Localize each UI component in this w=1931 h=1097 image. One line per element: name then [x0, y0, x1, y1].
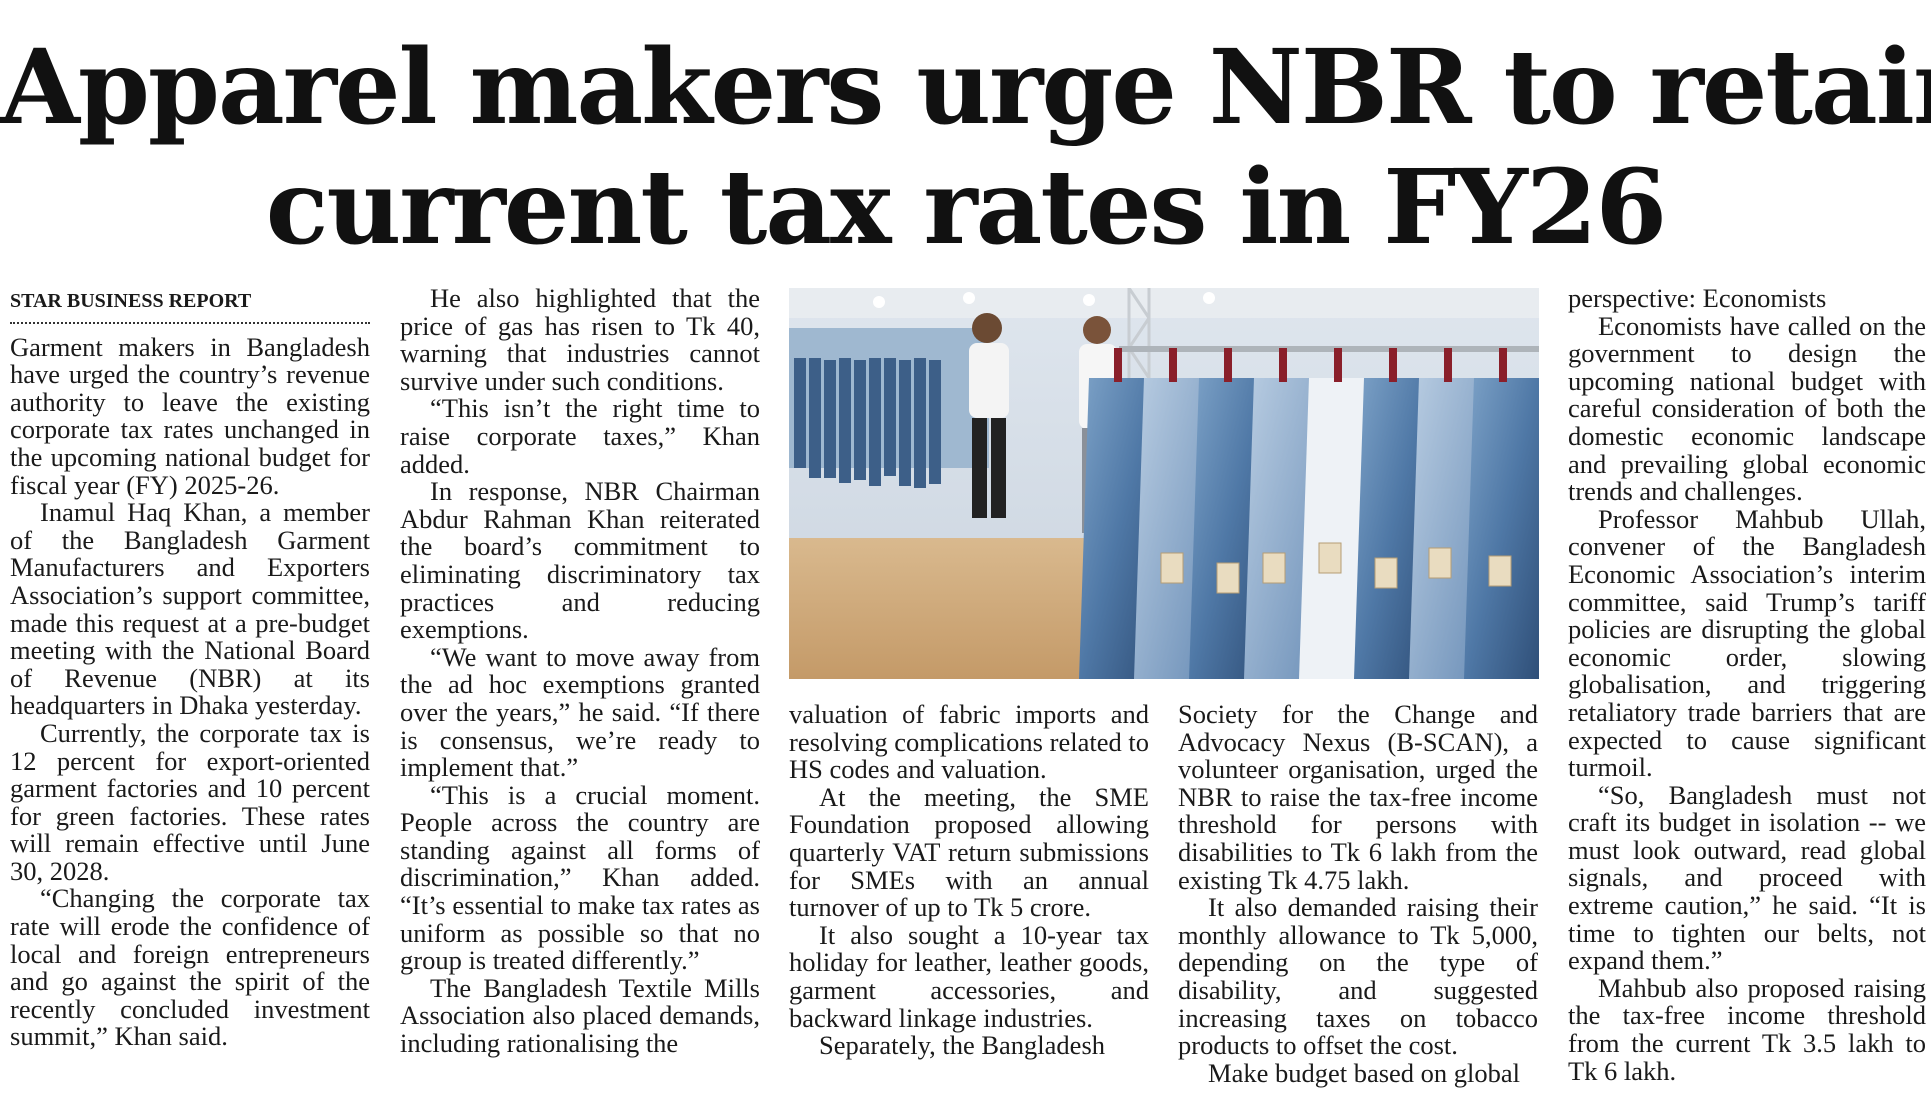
paragraph: “This isn’t the right time to raise corp… — [400, 393, 760, 479]
paragraph: Society for the Change and Advocacy Nexu… — [1178, 699, 1538, 895]
paragraph: At the meeting, the SME Foundation propo… — [789, 781, 1149, 923]
paragraph: valuation of fabric imports and resolvin… — [789, 699, 1149, 785]
paragraph: Mahbub also proposed raising the tax-fre… — [1568, 972, 1926, 1086]
article-column-5: perspective: Economists Economists have … — [1568, 283, 1926, 1086]
paragraph: “So, Bangladesh must not craft its budge… — [1568, 779, 1926, 976]
paragraph: Inamul Haq Khan, a member of the Banglad… — [10, 497, 370, 721]
person-1 — [969, 313, 1009, 518]
subhead-continued: perspective: Economists — [1568, 283, 1827, 313]
paragraph: It also demanded raising their monthly a… — [1178, 892, 1538, 1061]
hanging-jeans — [1079, 378, 1539, 679]
headline: Apparel makers urge NBR to retain curren… — [0, 28, 1931, 268]
paragraph: The Bangladesh Textile Mills Association… — [400, 972, 760, 1059]
paragraph: Professor Mahbub Ullah, convener of the … — [1568, 503, 1926, 783]
paragraph: It also sought a 10-year tax holiday for… — [789, 919, 1149, 1033]
paragraph: Economists have called on the government… — [1568, 310, 1926, 507]
photo-illustration — [789, 288, 1539, 679]
headline-line-2: current tax rates in FY26 — [265, 147, 1667, 268]
byline-divider — [10, 321, 370, 324]
article-column-2: He also highlighted that the price of ga… — [400, 283, 760, 1059]
paragraph: Separately, the Bangladesh — [819, 1030, 1106, 1061]
paragraph: Garment makers in Bangladesh have urged … — [10, 331, 370, 500]
jeans-display-photo — [789, 288, 1539, 679]
byline: STAR BUSINESS REPORT — [10, 290, 252, 312]
headline-line-1: Apparel makers urge NBR to retain — [0, 27, 1931, 148]
paragraph: “We want to move away from the ad hoc ex… — [400, 641, 760, 783]
article-column-3: valuation of fabric imports and resolvin… — [789, 699, 1149, 1061]
paragraph: He also highlighted that the price of ga… — [400, 283, 760, 396]
paragraph: “This is a crucial moment. People across… — [400, 779, 760, 976]
paragraph: “Changing the corporate tax rate will er… — [10, 883, 370, 1052]
paragraph: Currently, the corporate tax is 12 perce… — [10, 717, 370, 886]
article-column-1: STAR BUSINESS REPORT Garment makers in B… — [10, 285, 370, 1051]
subhead: Make budget based on global — [1208, 1057, 1521, 1088]
paragraph: In response, NBR Chairman Abdur Rahman K… — [400, 476, 760, 645]
article-column-4: Society for the Change and Advocacy Nexu… — [1178, 699, 1538, 1088]
